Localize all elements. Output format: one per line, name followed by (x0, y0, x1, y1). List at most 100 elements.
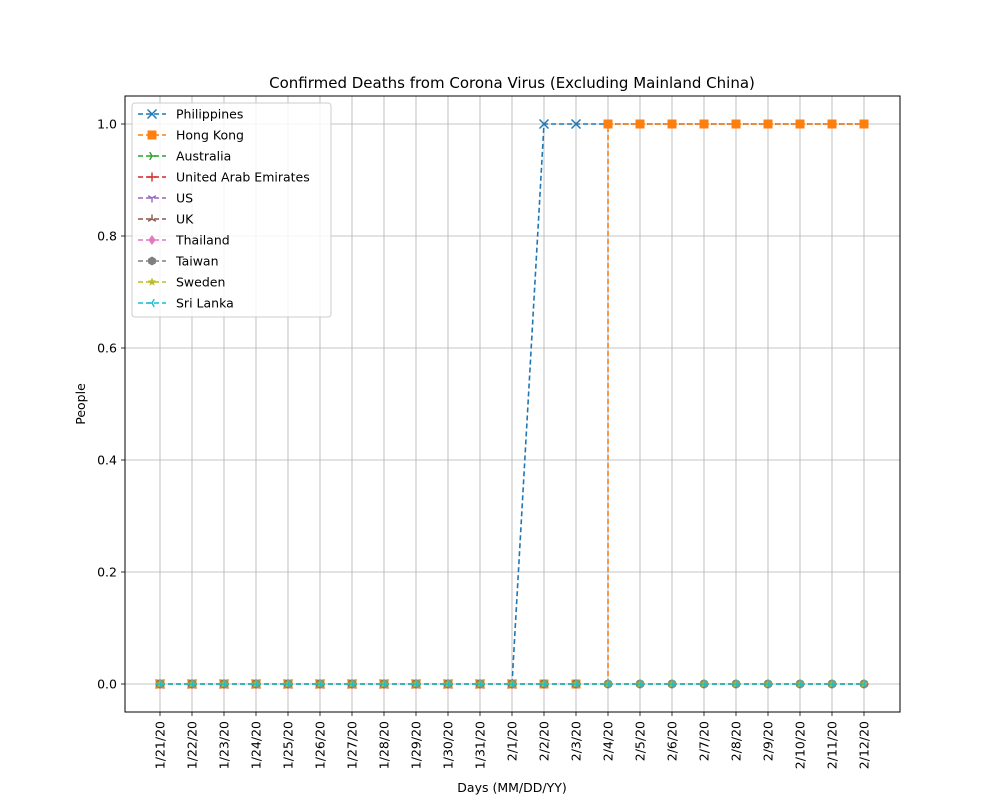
legend-label: Taiwan (175, 254, 219, 269)
data-point (603, 119, 613, 129)
legend-item: UK (138, 212, 194, 227)
x-tick-label: 2/6/20 (665, 721, 680, 761)
legend-marker (147, 195, 157, 203)
x-tick-label: 2/9/20 (761, 721, 776, 761)
legend-label: Sri Lanka (176, 296, 234, 311)
data-point (283, 679, 291, 689)
legend-item: Sweden (138, 275, 225, 290)
data-point (155, 679, 163, 689)
data-point (859, 119, 869, 129)
legend-label: Thailand (175, 233, 230, 248)
x-tick-label: 2/1/20 (505, 721, 520, 761)
legend-item: Sri Lanka (138, 296, 234, 311)
legend-marker (147, 109, 157, 119)
data-point (251, 679, 259, 689)
legend-item: Australia (138, 149, 231, 164)
data-point (859, 679, 867, 689)
data-point (795, 679, 803, 689)
data-point (699, 119, 709, 129)
data-point (219, 679, 227, 689)
y-tick-label: 0.0 (97, 677, 117, 692)
x-tick-label: 2/5/20 (633, 721, 648, 761)
data-point (827, 679, 835, 689)
data-point (763, 679, 771, 689)
legend-label: US (176, 191, 193, 206)
legend-marker (147, 298, 155, 308)
data-point (731, 679, 739, 689)
y-tick-label: 0.6 (97, 341, 117, 356)
y-tick-label: 1.0 (97, 117, 117, 132)
legend-box (131, 102, 332, 318)
chart-title: Confirmed Deaths from Corona Virus (Excl… (269, 74, 755, 92)
x-tick-label: 1/24/20 (249, 721, 264, 769)
data-point (699, 679, 707, 689)
data-point (411, 679, 419, 689)
x-tick-label: 1/23/20 (217, 721, 232, 769)
data-point (315, 679, 323, 689)
legend-item: United Arab Emirates (138, 170, 310, 185)
x-tick-label: 2/2/20 (537, 721, 552, 761)
y-axis-label: People (73, 383, 88, 425)
legend-item: Thailand (138, 233, 230, 248)
data-point (475, 679, 483, 689)
data-point (347, 679, 355, 689)
data-point (635, 679, 643, 689)
legend-marker (147, 130, 157, 140)
x-tick-label: 1/29/20 (409, 721, 424, 769)
series-sri-lanka (155, 679, 867, 689)
data-point (539, 679, 547, 689)
legend-label: Sweden (176, 275, 225, 290)
legend-label: UK (176, 212, 194, 227)
x-tick-label: 2/7/20 (697, 721, 712, 761)
data-point (667, 679, 675, 689)
legend-item: US (138, 191, 193, 206)
data-point (571, 679, 579, 689)
y-tick-label: 0.4 (97, 453, 117, 468)
data-point (443, 679, 451, 689)
legend-marker (148, 235, 156, 245)
x-tick-label: 2/11/20 (825, 721, 840, 769)
legend-label: United Arab Emirates (176, 170, 310, 185)
legend-item: Philippines (138, 107, 243, 122)
legend-label: Philippines (176, 107, 243, 122)
legend-marker (147, 277, 157, 286)
data-point (187, 679, 195, 689)
plot-frame (124, 95, 901, 713)
legend-label: Hong Kong (176, 128, 244, 143)
series-layer (155, 119, 869, 689)
x-tick-label: 1/28/20 (377, 721, 392, 769)
legend-item: Taiwan (138, 254, 219, 269)
x-axis-label: Days (MM/DD/YY) (457, 780, 566, 795)
x-tick-label: 1/26/20 (313, 721, 328, 769)
x-tick-label: 2/4/20 (601, 721, 616, 761)
data-point (763, 119, 773, 129)
legend-marker (149, 151, 157, 161)
legend-marker (147, 214, 157, 222)
data-point (795, 119, 805, 129)
x-tick-label: 2/8/20 (729, 721, 744, 761)
x-tick-label: 1/21/20 (153, 721, 168, 769)
legend: Philippines Hong Kong Australia United Arab… (131, 102, 332, 318)
data-point (539, 119, 549, 129)
x-tick-label: 2/10/20 (793, 721, 808, 769)
x-tick-label: 1/27/20 (345, 721, 360, 769)
x-tick-label: 1/31/20 (473, 721, 488, 769)
y-tick-label: 0.8 (97, 229, 117, 244)
legend-item: Hong Kong (138, 128, 244, 143)
x-tick-label: 1/25/20 (281, 721, 296, 769)
data-point (635, 119, 645, 129)
data-point (603, 679, 611, 689)
x-tick-label: 2/12/20 (857, 721, 872, 769)
x-tick-label: 1/30/20 (441, 721, 456, 769)
x-tick-label: 1/22/20 (185, 721, 200, 769)
axis-ticks: 1/21/20 1/22/20 1/23/20 1/24/20 1/25/20 1/26/… (97, 117, 871, 770)
legend-marker (147, 172, 157, 182)
x-tick-label: 2/3/20 (569, 721, 584, 761)
y-tick-label: 0.2 (97, 565, 117, 580)
data-point (731, 119, 741, 129)
data-point (379, 679, 387, 689)
data-point (827, 119, 837, 129)
data-point (507, 679, 515, 689)
